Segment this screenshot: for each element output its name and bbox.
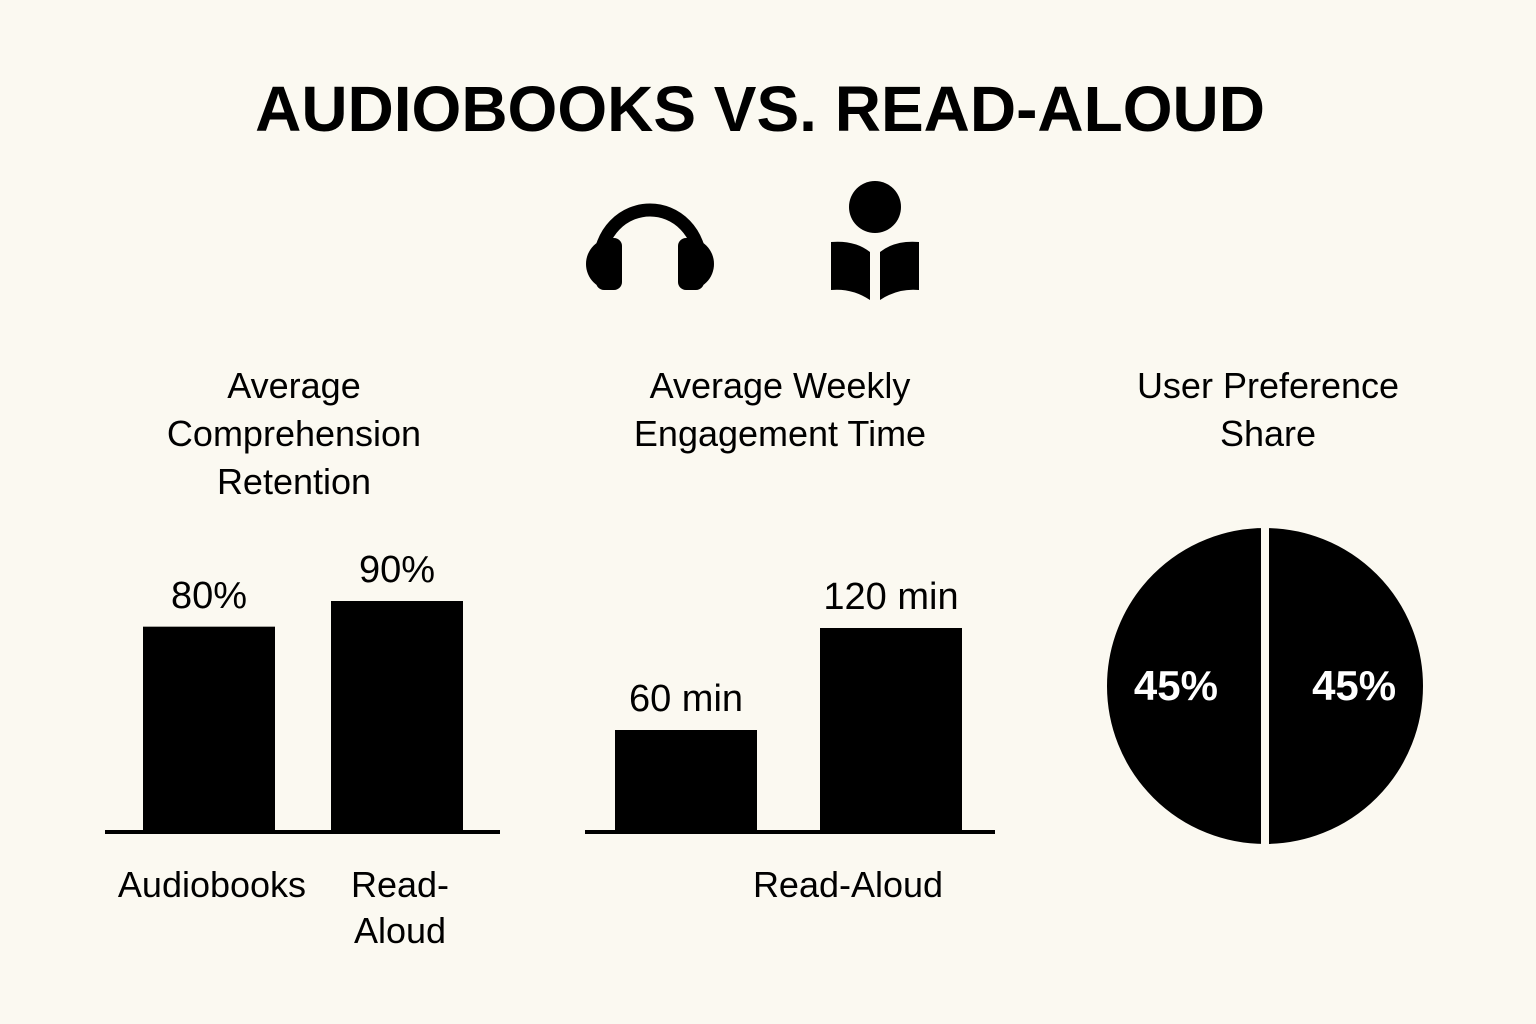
chart-title: User Preference Share (1136, 365, 1400, 454)
category-label: Read-Aloud (350, 864, 450, 951)
value-label: 60 min (628, 678, 744, 720)
category-label: Audiobooks (117, 864, 307, 905)
bar (820, 628, 962, 832)
bar (143, 626, 275, 832)
value-label: 120 min (823, 576, 959, 618)
value-label: 45% (1312, 662, 1397, 709)
chart-title: Average Comprehension Retention (166, 365, 422, 502)
headphones-icon (586, 203, 714, 290)
pie-slice (1099, 519, 1269, 853)
value-label: 80% (170, 574, 248, 617)
value-label: 45% (1133, 662, 1218, 709)
pie-slice (1261, 519, 1431, 853)
category-label: Read-Aloud (752, 864, 944, 905)
bar (331, 601, 463, 832)
value-label: 90% (358, 549, 436, 591)
page-title: AUDIOBOOKS VS. READ-ALOUD (255, 73, 1265, 145)
chart-title: Average Weekly Engagement Time (633, 365, 927, 454)
reader-icon (831, 181, 919, 300)
bar (615, 730, 757, 832)
